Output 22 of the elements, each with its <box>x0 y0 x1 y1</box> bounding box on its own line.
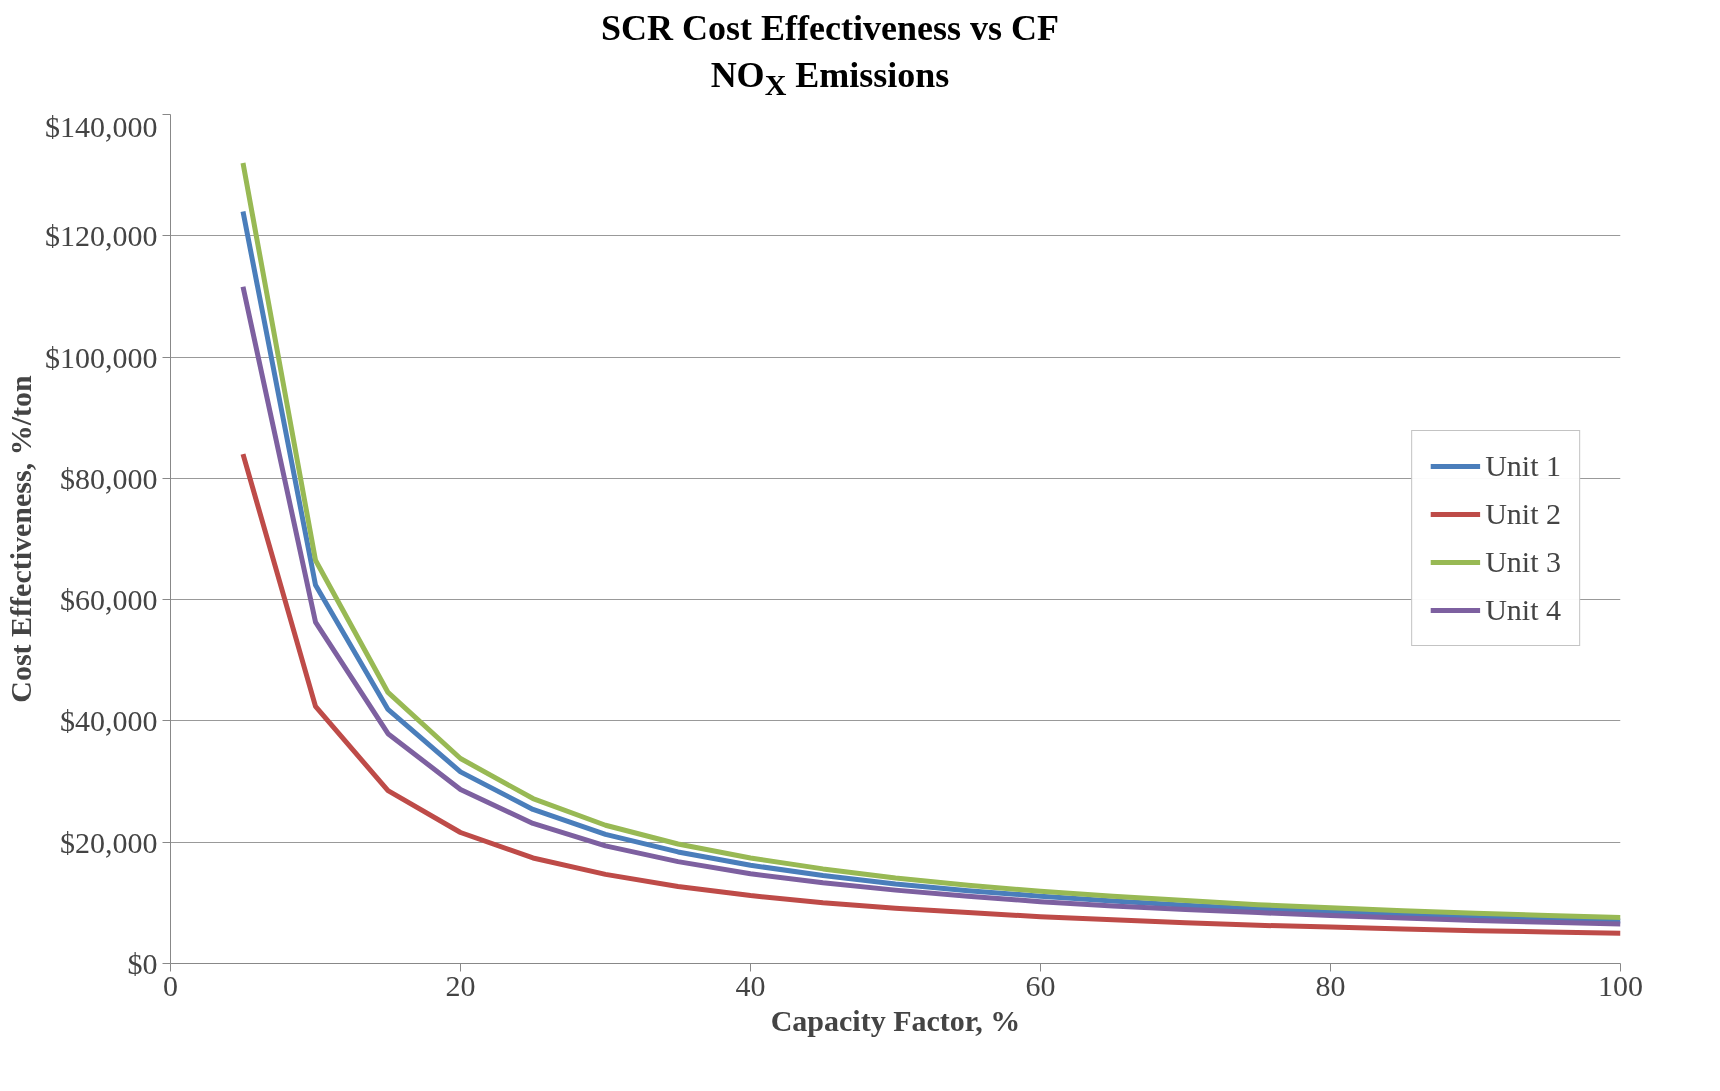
legend-label: Unit 3 <box>1485 545 1561 580</box>
legend-label: Unit 2 <box>1485 497 1561 532</box>
y-tick-label: $120,000 <box>45 219 158 253</box>
x-tick-label: 0 <box>163 968 178 1002</box>
y-tick-label: $40,000 <box>60 704 158 738</box>
x-tick-label: 60 <box>1025 968 1056 1002</box>
y-tick-label: $80,000 <box>60 461 158 495</box>
x-tick-label: 100 <box>1598 968 1643 1002</box>
x-tick-label: 80 <box>1315 968 1346 1002</box>
chart-subtitle: NO$_{X}$ Emissions <box>710 54 950 101</box>
legend-label: Unit 4 <box>1485 593 1561 628</box>
x-tick-label: 20 <box>445 968 476 1002</box>
legend-label: Unit 1 <box>1485 449 1561 484</box>
x-tick-label: 40 <box>735 968 766 1002</box>
chart-title: SCR Cost Effectiveness vs CF <box>601 8 1059 48</box>
y-tick-label: $20,000 <box>60 825 158 859</box>
y-tick-label: $0 <box>127 946 158 980</box>
y-tick-label: $140,000 <box>45 109 158 143</box>
x-axis-title: Capacity Factor, % <box>770 1003 1021 1037</box>
y-tick-label: $60,000 <box>60 583 158 617</box>
y-tick-label: $100,000 <box>45 340 158 374</box>
y-axis-title: Cost Effectiveness, %/ton <box>4 374 37 703</box>
